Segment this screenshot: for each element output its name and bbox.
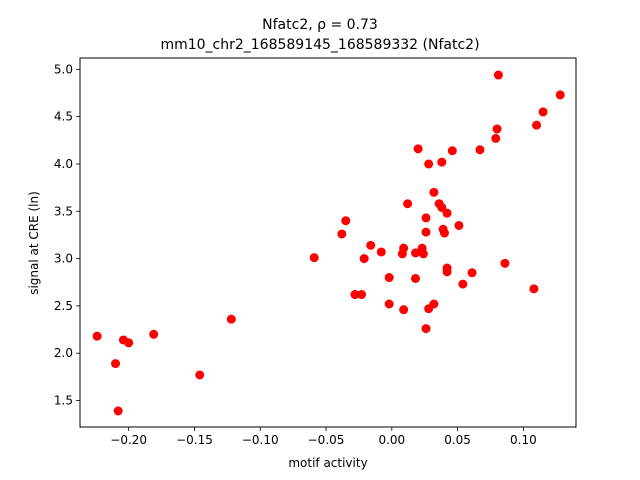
data-point-47 <box>491 133 501 143</box>
x-tick-label: −0.10 <box>242 433 279 447</box>
data-point-32 <box>429 187 439 197</box>
data-point-11 <box>350 290 360 300</box>
y-tick-label: 5.0 <box>54 62 73 76</box>
data-point-13 <box>359 254 369 264</box>
data-point-35 <box>437 202 447 212</box>
data-point-6 <box>195 370 205 380</box>
chart-title-line2: mm10_chr2_168589145_168589332 (Nfatc2) <box>160 37 479 53</box>
data-point-9 <box>337 229 347 239</box>
data-point-2 <box>113 406 123 416</box>
x-axis-label: motif activity <box>288 456 367 470</box>
data-point-8 <box>309 253 319 263</box>
x-tick-label: −0.05 <box>308 433 345 447</box>
data-point-12 <box>357 290 367 300</box>
data-point-50 <box>500 258 510 268</box>
data-point-52 <box>532 120 542 130</box>
x-tick-label: 0.10 <box>510 433 537 447</box>
data-point-19 <box>399 243 409 253</box>
y-tick-label: 3.5 <box>54 204 73 218</box>
data-point-45 <box>467 268 477 278</box>
x-tick-label: −0.15 <box>176 433 213 447</box>
data-point-48 <box>492 124 502 134</box>
data-point-29 <box>421 324 431 334</box>
data-point-17 <box>384 299 394 309</box>
x-tick-label: −0.20 <box>110 433 147 447</box>
data-point-51 <box>529 284 539 294</box>
x-tick-label: 0.05 <box>444 433 471 447</box>
data-point-44 <box>458 279 468 289</box>
data-point-10 <box>341 216 351 226</box>
data-point-39 <box>442 208 452 218</box>
x-tick-label: 0.00 <box>378 433 405 447</box>
y-tick-label: 1.5 <box>54 394 73 408</box>
y-tick-label: 4.5 <box>54 110 73 124</box>
data-point-36 <box>437 157 447 167</box>
y-tick-label: 3.0 <box>54 252 73 266</box>
data-point-23 <box>410 273 420 283</box>
data-point-14 <box>366 240 376 250</box>
data-point-54 <box>555 90 565 100</box>
data-point-5 <box>149 329 159 339</box>
plot-area-frame <box>79 57 577 428</box>
data-point-4 <box>124 338 134 348</box>
data-point-7 <box>226 314 236 324</box>
chart-title-line1: Nfatc2, ρ = 0.73 <box>262 17 378 33</box>
data-point-24 <box>413 144 423 154</box>
data-point-33 <box>429 299 439 309</box>
data-points <box>92 70 565 416</box>
y-tick-label: 2.0 <box>54 346 73 360</box>
data-point-41 <box>442 267 452 277</box>
y-axis-label: signal at CRE (ln) <box>27 191 41 295</box>
data-point-28 <box>421 213 431 223</box>
data-point-30 <box>424 159 434 169</box>
data-point-16 <box>384 273 394 283</box>
data-point-0 <box>92 331 102 341</box>
data-point-15 <box>376 247 386 257</box>
data-point-27 <box>421 227 431 237</box>
data-point-21 <box>403 199 413 209</box>
data-point-46 <box>475 145 485 155</box>
data-point-26 <box>418 249 428 259</box>
y-tick-label: 4.0 <box>54 157 73 171</box>
y-tick-label: 2.5 <box>54 299 73 313</box>
y-axis-ticks: 1.5 2.0 2.5 3.0 3.5 4.0 4.5 5.0 <box>54 62 80 408</box>
data-point-43 <box>454 220 464 230</box>
data-point-20 <box>399 305 409 315</box>
data-point-53 <box>538 107 548 117</box>
data-point-22 <box>410 248 420 258</box>
data-point-38 <box>439 228 449 238</box>
data-point-42 <box>447 146 457 156</box>
data-point-49 <box>493 70 503 80</box>
x-axis-ticks: −0.20 −0.15 −0.10 −0.05 0.00 0.05 0.10 <box>110 427 537 447</box>
data-point-1 <box>111 359 121 369</box>
